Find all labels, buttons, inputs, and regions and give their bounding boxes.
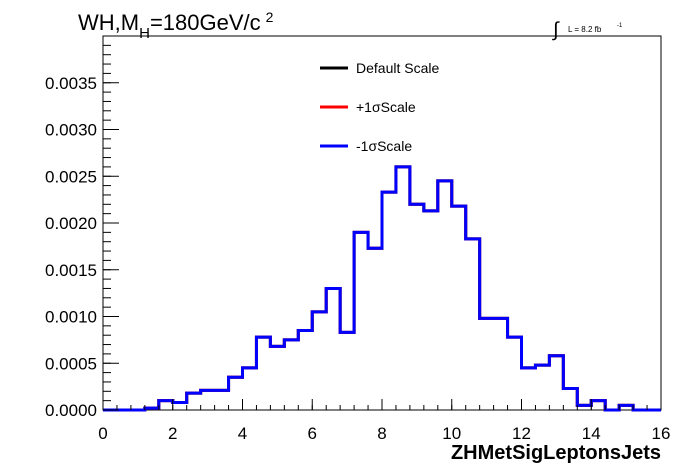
series-layer <box>103 165 661 412</box>
lumi-text: L = 8.2 fb <box>568 25 602 34</box>
legend: Default Scale +1σScale -1σScale <box>320 60 439 154</box>
y-tick-label: 0.0035 <box>45 74 97 93</box>
series-line-2 <box>103 165 661 412</box>
y-tick-label: 0.0030 <box>45 121 97 140</box>
chart-title-subscript: H <box>139 25 150 42</box>
integral-icon: ∫ <box>552 19 560 41</box>
chart-title-rest: =180GeV/c <box>150 10 261 35</box>
chart-title-main: WH,M <box>78 10 139 35</box>
lumi-superscript: -1 <box>617 23 623 29</box>
lumi-label: ∫ L = 8.2 fb -1 <box>552 19 623 41</box>
legend-label: -1σScale <box>356 138 412 154</box>
y-tick-label: 0.0020 <box>45 214 97 233</box>
chart-title: WH,MH=180GeV/c 2 <box>78 9 274 42</box>
chart-title-superscript: 2 <box>266 9 274 25</box>
y-tick-label: 0.0010 <box>45 308 97 327</box>
x-tick-label: 8 <box>377 424 386 443</box>
legend-label: Default Scale <box>356 60 439 76</box>
x-tick-label: 6 <box>308 424 317 443</box>
x-tick-label: 4 <box>238 424 247 443</box>
legend-label: +1σScale <box>356 99 416 115</box>
y-tick-label: 0.0000 <box>45 401 97 420</box>
axis-layer: 0 2 4 6 8 10 12 14 16 0.0000 0.0005 0.0010 0.0015 0.0… <box>45 35 671 443</box>
x-tick-label: 12 <box>512 424 531 443</box>
x-tick-label: 10 <box>442 424 461 443</box>
y-tick-label: 0.0015 <box>45 261 97 280</box>
x-axis-label: ZHMetSigLeptonsJets <box>451 442 661 464</box>
x-tick-label: 16 <box>652 424 671 443</box>
x-tick-label: 14 <box>582 424 601 443</box>
y-tick-label: 0.0005 <box>45 354 97 373</box>
x-tick-label: 2 <box>168 424 177 443</box>
x-tick-label: 0 <box>98 424 107 443</box>
y-tick-label: 0.0025 <box>45 167 97 186</box>
